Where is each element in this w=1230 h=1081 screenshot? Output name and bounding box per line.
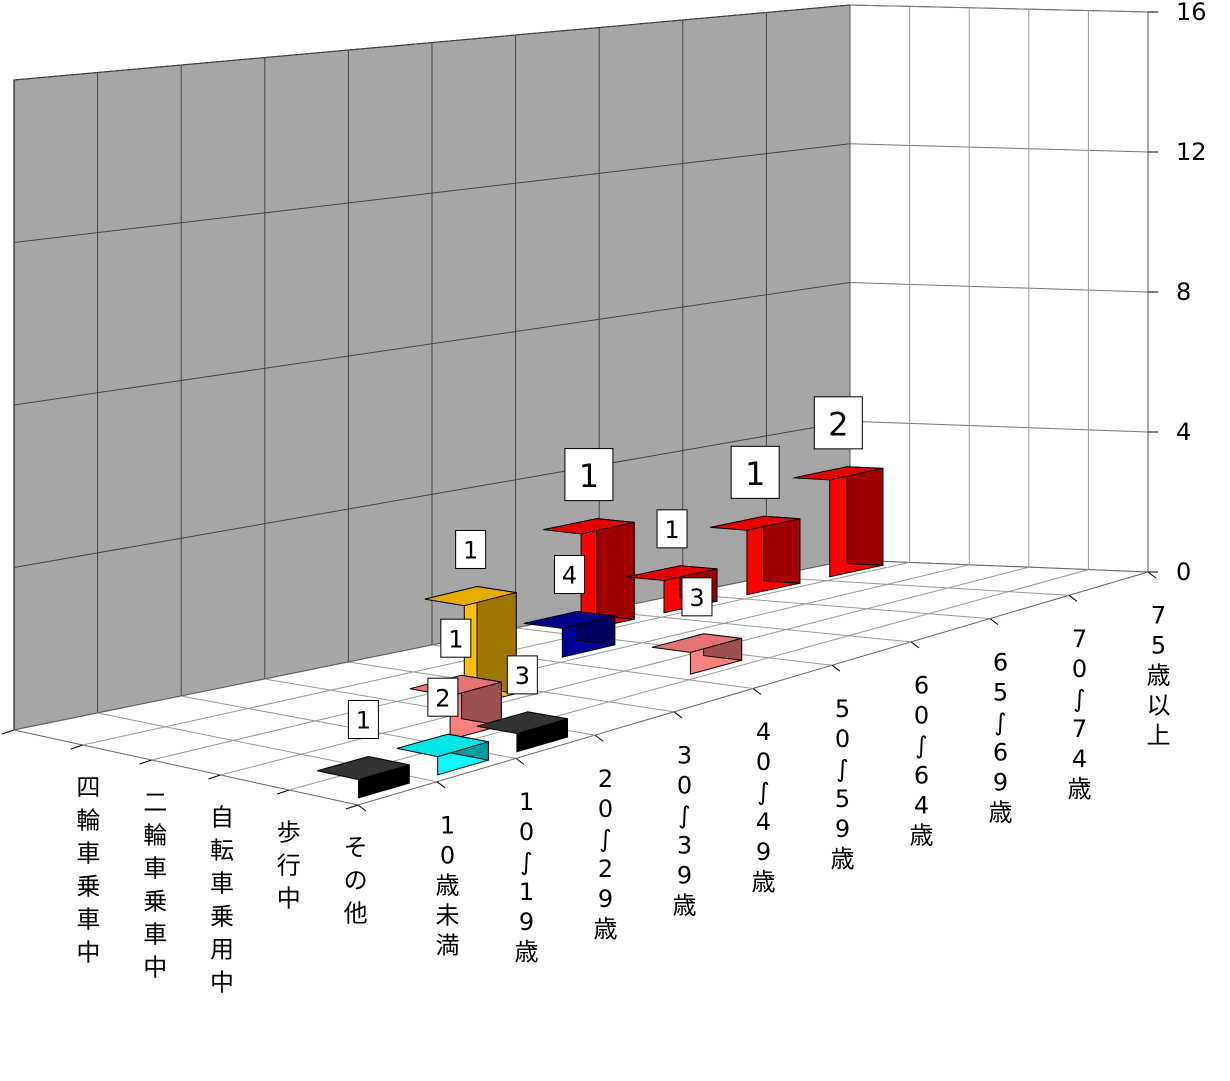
- series-axis-tick: [139, 759, 152, 765]
- category-axis-label: 6 5 ∫ 6 9 歳: [989, 648, 1013, 826]
- series-axis-tick: [277, 789, 290, 795]
- data-label-box: [656, 509, 688, 549]
- category-axis-label: 1 0 ∫ 1 9 歳: [515, 788, 539, 966]
- data-label: 1: [463, 537, 478, 565]
- bar-top-face: [317, 755, 410, 781]
- category-axis-label: 7 0 ∫ 7 4 歳: [1068, 625, 1092, 803]
- data-label-box: [681, 577, 713, 617]
- data-label: 2: [828, 405, 848, 443]
- z-axis-tick-label: 16: [1176, 0, 1207, 26]
- category-axis-label: 7 5 歳以上: [1147, 602, 1171, 750]
- category-axis-tick: [831, 664, 841, 672]
- data-label: 1: [448, 625, 463, 653]
- category-axis-tick: [1147, 571, 1157, 579]
- series-axis-label: 歩行中: [277, 819, 301, 913]
- bar-top-face: [396, 733, 489, 758]
- category-axis-label: 1 0 歳未満: [436, 811, 460, 959]
- data-label: 1: [356, 707, 371, 735]
- bar-top-face: [543, 518, 635, 535]
- z-axis-tick-label: 4: [1176, 418, 1191, 446]
- bar: [523, 610, 616, 658]
- category-axis-label: 4 0 ∫ 4 9 歳: [752, 718, 776, 896]
- data-label: 4: [562, 562, 577, 590]
- bar: [793, 466, 884, 578]
- category-axis-tick: [752, 688, 762, 695]
- category-axis-label: 3 0 ∫ 3 9 歳: [673, 741, 697, 919]
- data-label-box: [564, 448, 614, 502]
- category-axis-tick: [357, 804, 367, 812]
- bar: [709, 515, 801, 596]
- bar: [651, 633, 743, 675]
- bar-side-face: [763, 515, 801, 584]
- series-axis-tick: [70, 744, 83, 750]
- data-label: 3: [689, 584, 704, 612]
- side-grid-h: [849, 282, 1149, 293]
- bar-top-face: [523, 610, 615, 629]
- side-grid-h: [849, 143, 1149, 153]
- bar-side-face: [846, 466, 884, 566]
- floor-grid: [766, 576, 1070, 596]
- category-axis-label: 6 0 ∫ 6 4 歳: [910, 672, 934, 850]
- data-label: 3: [515, 662, 530, 690]
- series-axis-label: 二輪車乗車中: [143, 789, 167, 982]
- bar: [317, 755, 410, 799]
- data-label-box: [730, 445, 780, 499]
- data-label-box: [506, 655, 538, 695]
- bar-side-face: [596, 518, 635, 620]
- data-label: 2: [435, 684, 450, 712]
- back-grid-h: [13, 4, 851, 81]
- category-axis-tick: [436, 781, 446, 789]
- category-axis-label: 2 0 ∫ 2 9 歳: [594, 765, 618, 943]
- floor-grid: [151, 564, 970, 761]
- floor-grid: [682, 593, 991, 620]
- chart-walls: [1, 4, 1157, 812]
- series-axis-tick: [345, 804, 359, 810]
- bar-top-face: [793, 466, 883, 481]
- series-axis-label: その他: [344, 834, 368, 928]
- category-axis-tick: [515, 758, 525, 765]
- series-axis-label: 四輪車乗車中: [76, 774, 100, 967]
- category-axis-tick: [673, 711, 683, 719]
- z-axis-tick-label: 0: [1176, 558, 1191, 586]
- data-label-box: [440, 618, 472, 658]
- bar: [476, 711, 568, 753]
- bar-top-face: [709, 515, 801, 531]
- data-label: 1: [664, 516, 679, 544]
- z-axis-tick-label: 8: [1176, 278, 1191, 306]
- back-grid-h: [13, 143, 851, 243]
- category-axis-tick: [989, 618, 999, 625]
- side-wall: [849, 4, 1149, 573]
- bar-top-face: [424, 585, 517, 607]
- side-grid-h: [849, 420, 1149, 433]
- floor-grid: [599, 610, 912, 643]
- bar-top-face: [651, 633, 742, 653]
- bar-top-face: [626, 565, 718, 582]
- bar: [543, 518, 635, 632]
- floor-grid: [220, 566, 1029, 776]
- data-label-box: [813, 396, 863, 450]
- data-label: 1: [579, 457, 599, 495]
- category-axis-label: 5 0 ∫ 5 9 歳: [831, 695, 855, 873]
- data-label: 1: [745, 455, 765, 493]
- data-label-box: [347, 699, 379, 739]
- back-grid-h: [13, 420, 851, 568]
- category-axis-tick: [1068, 594, 1078, 602]
- back-grid-h: [13, 282, 851, 406]
- bar-top-face: [476, 711, 568, 735]
- series-axis-tick: [208, 774, 221, 780]
- series-axis-label: 自転車乗用中: [210, 804, 234, 997]
- side-grid-h: [849, 4, 1149, 13]
- z-axis-tick-label: 12: [1176, 138, 1207, 166]
- data-label-box: [455, 529, 487, 569]
- data-label-box: [553, 555, 585, 595]
- bar: [396, 733, 489, 776]
- data-label-box: [427, 677, 459, 717]
- category-axis-tick: [910, 641, 920, 649]
- series-axis-tick: [1, 729, 15, 735]
- category-axis-tick: [594, 734, 604, 742]
